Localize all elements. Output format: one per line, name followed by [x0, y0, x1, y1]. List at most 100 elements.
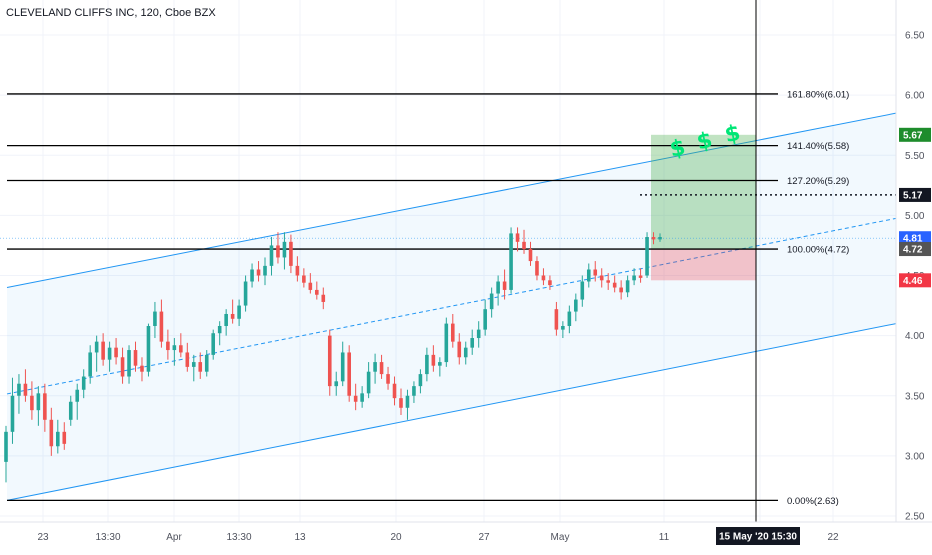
candle-body: [43, 393, 47, 420]
candle-body: [425, 354, 429, 375]
candle-body: [632, 275, 636, 281]
candle-body: [321, 294, 326, 302]
time-tick-label: Apr: [166, 532, 182, 543]
chart-title: CLEVELAND CLIFFS INC, 120, Cboe BZX: [6, 7, 216, 19]
crosshair-time-label: 15 May '20 15:30: [719, 532, 797, 543]
position-stop-zone[interactable]: [651, 249, 756, 281]
candle-body: [334, 381, 339, 387]
candle-body: [567, 311, 572, 327]
candle-body: [470, 338, 475, 348]
channel-upper-line[interactable]: [6, 112, 897, 289]
candle-body: [289, 241, 293, 266]
time-tick-label: 13:30: [226, 532, 251, 543]
fib-level-label: 161.80%(6.01): [787, 89, 849, 100]
time-axis[interactable]: 23 13:30 Apr 13:30 13 20 27 May 11 22 15 May '20 1…: [0, 521, 932, 545]
price-badge: [899, 231, 931, 246]
candle-body: [509, 233, 513, 290]
candle-body: [606, 280, 610, 283]
candle-body: [315, 289, 319, 295]
price-tick-label: 4.00: [905, 331, 925, 342]
candle-body: [269, 245, 274, 266]
price-tick-label: 3.00: [905, 451, 925, 462]
dollar-sign-annotation[interactable]: $: [695, 128, 715, 156]
candle-body: [159, 311, 164, 342]
price-badge: [899, 242, 931, 257]
time-tick-label: 20: [390, 532, 402, 543]
candle-body: [114, 347, 118, 358]
candle-body: [230, 313, 235, 319]
candle-body: [586, 269, 591, 282]
candle-body: [153, 311, 157, 327]
candle-body: [308, 282, 313, 290]
candle-body: [541, 275, 546, 281]
candle-body: [353, 395, 358, 402]
long-position-tool[interactable]: [651, 134, 756, 281]
candle-body: [256, 269, 261, 276]
dollar-sign-annotation[interactable]: $: [668, 135, 688, 163]
channel-lower-line[interactable]: [6, 323, 897, 501]
fib-level-label: 141.40%(5.58): [787, 141, 849, 152]
time-tick-label: 13:30: [95, 532, 120, 543]
grid-lines: [0, 0, 896, 522]
candle-body: [599, 275, 604, 281]
dollar-sign-annotation[interactable]: $: [723, 121, 743, 149]
price-badge-label: 5.17: [903, 190, 923, 201]
candle-body: [146, 326, 151, 372]
price-badge-label: 4.72: [903, 245, 923, 256]
candle-body: [366, 371, 371, 394]
candle-body: [625, 280, 630, 293]
candle-body: [360, 393, 364, 402]
channel-drawing[interactable]: [6, 112, 897, 501]
candle-body: [49, 419, 54, 447]
position-target-zone[interactable]: [651, 134, 756, 250]
candle-body: [211, 333, 216, 355]
candle-body: [191, 362, 196, 367]
candle-body: [638, 275, 643, 278]
price-tick-label: 3.50: [905, 391, 925, 402]
candle-body: [412, 386, 416, 396]
candle-body: [528, 249, 533, 262]
candle-body: [107, 347, 112, 360]
candle-body: [94, 341, 99, 353]
candle-body: [237, 305, 241, 319]
candle-body: [535, 261, 539, 276]
price-badge: [899, 187, 931, 202]
fib-level-label: 100.00%(4.72): [787, 245, 849, 256]
time-tick-label: 11: [659, 532, 670, 543]
candle-body: [30, 395, 34, 411]
candle-body: [340, 352, 345, 382]
time-tick-label: 22: [827, 532, 839, 543]
fib-level-label: 127.20%(5.29): [787, 176, 849, 187]
price-tick-label: 6.50: [905, 31, 925, 42]
fib-level-label: 0.00%(2.63): [787, 496, 839, 507]
price-tick-label: 6.00: [905, 91, 925, 102]
dollar-annotations[interactable]: $ $ $: [668, 121, 743, 163]
candle-body: [457, 341, 462, 358]
candle-body: [405, 395, 410, 408]
candle-body: [580, 281, 585, 300]
time-tick-label: 27: [478, 532, 490, 543]
candle-body: [243, 281, 248, 306]
candle-body: [561, 326, 565, 330]
candle-body: [250, 269, 254, 282]
candle-body: [327, 335, 332, 387]
price-tick-label: 5.00: [905, 211, 925, 222]
candle-body: [204, 354, 209, 372]
candle-body: [373, 362, 377, 372]
crosshair-time-badge: [716, 527, 800, 545]
price-badge: [899, 127, 931, 142]
candle-body: [17, 383, 21, 396]
candle-body: [548, 280, 552, 286]
candle-body: [185, 352, 190, 367]
candle-body: [166, 341, 170, 351]
candle-body: [476, 329, 481, 339]
candle-body: [62, 431, 67, 444]
candle-body: [612, 282, 617, 288]
fib-extension-levels[interactable]: 161.80%(6.01) 141.40%(5.58) 127.20%(5.29) 1…: [0, 89, 896, 507]
candle-body: [68, 401, 73, 420]
candle-body: [658, 237, 662, 240]
candle-body: [444, 323, 449, 363]
candle-body: [392, 383, 397, 399]
